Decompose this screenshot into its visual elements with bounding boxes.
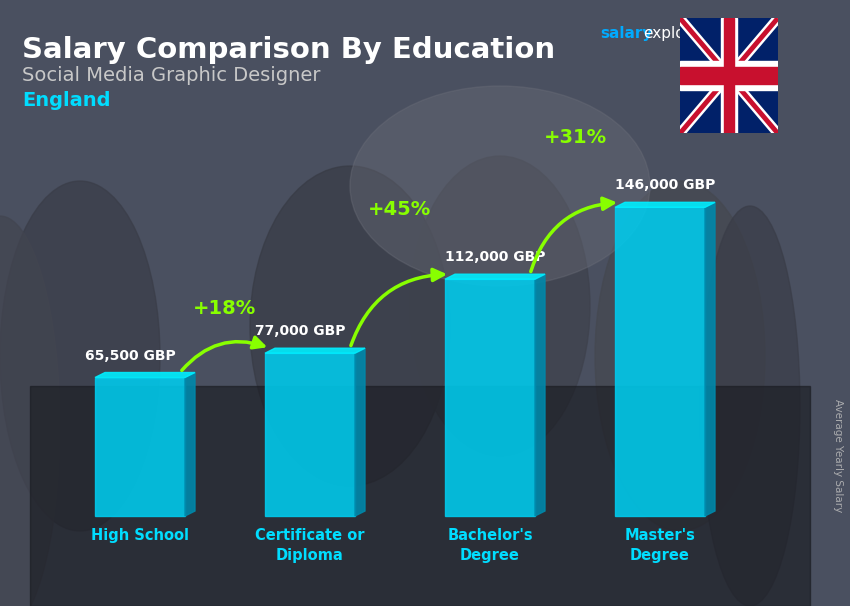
Text: 112,000 GBP: 112,000 GBP — [445, 250, 546, 264]
Ellipse shape — [410, 156, 590, 456]
Text: 77,000 GBP: 77,000 GBP — [255, 324, 345, 338]
Bar — [724, 18, 734, 133]
Polygon shape — [185, 373, 195, 516]
Bar — [680, 67, 778, 84]
Text: Average Yearly Salary: Average Yearly Salary — [833, 399, 843, 513]
Polygon shape — [535, 274, 545, 516]
Polygon shape — [615, 202, 715, 207]
Ellipse shape — [700, 206, 800, 606]
Polygon shape — [95, 373, 195, 378]
Text: Bachelor's
Degree: Bachelor's Degree — [447, 528, 533, 563]
Text: High School: High School — [91, 528, 189, 543]
Bar — [95, 378, 185, 516]
Polygon shape — [355, 348, 365, 516]
Ellipse shape — [0, 181, 160, 531]
Polygon shape — [705, 202, 715, 516]
Ellipse shape — [0, 216, 60, 606]
Text: Salary Comparison By Education: Salary Comparison By Education — [22, 36, 555, 64]
Bar — [680, 61, 778, 90]
Bar — [445, 279, 535, 516]
Text: Certificate or
Diploma: Certificate or Diploma — [255, 528, 365, 563]
Polygon shape — [445, 274, 545, 279]
Bar — [615, 207, 705, 516]
Ellipse shape — [350, 86, 650, 286]
Text: salary: salary — [600, 26, 652, 41]
Bar — [721, 18, 737, 133]
Text: Social Media Graphic Designer: Social Media Graphic Designer — [22, 66, 320, 85]
Text: 65,500 GBP: 65,500 GBP — [85, 348, 176, 362]
Text: England: England — [22, 91, 110, 110]
Text: 146,000 GBP: 146,000 GBP — [615, 178, 716, 192]
Text: +18%: +18% — [193, 299, 257, 318]
Text: .com: .com — [718, 26, 756, 41]
Bar — [30, 386, 810, 606]
Text: Master's
Degree: Master's Degree — [625, 528, 695, 563]
Bar — [265, 353, 355, 516]
Ellipse shape — [250, 166, 450, 486]
Polygon shape — [265, 348, 365, 353]
Text: +45%: +45% — [368, 200, 432, 219]
Text: +31%: +31% — [543, 128, 607, 147]
Text: explorer: explorer — [643, 26, 706, 41]
Ellipse shape — [595, 181, 765, 531]
